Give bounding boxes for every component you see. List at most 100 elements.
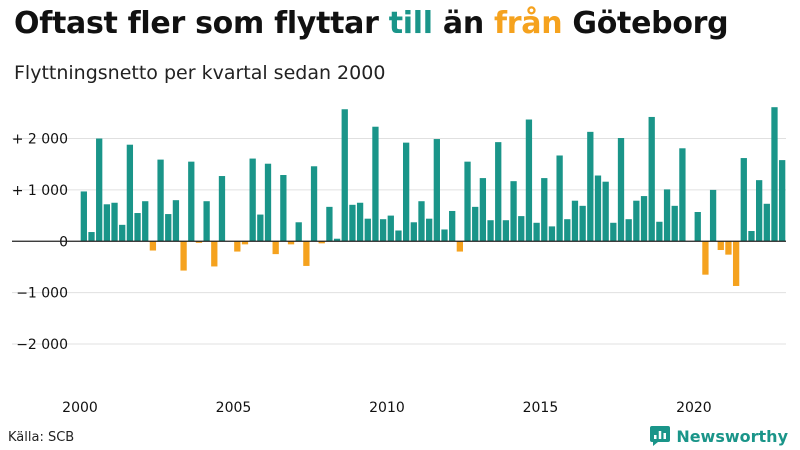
- x-tick-label: 2005: [216, 400, 252, 416]
- title-part: Oftast fler som flyttar: [14, 6, 389, 41]
- bar: [356, 202, 364, 242]
- bar: [579, 205, 586, 242]
- bar: [395, 230, 402, 242]
- title-part: från: [494, 6, 563, 41]
- bar: [625, 219, 632, 242]
- bar: [318, 241, 325, 244]
- bar: [617, 138, 625, 242]
- bar: [709, 189, 717, 242]
- y-tick-label: 0: [59, 234, 68, 250]
- bar: [479, 178, 487, 242]
- bar: [264, 163, 272, 242]
- bar: [203, 201, 210, 242]
- bar: [180, 241, 187, 271]
- bar: [188, 161, 195, 242]
- bar: [88, 232, 95, 242]
- bar: [694, 212, 701, 242]
- bar: [157, 159, 164, 242]
- bar: [379, 219, 387, 242]
- bar: [410, 222, 417, 242]
- bar: [656, 221, 663, 242]
- bar: [663, 189, 671, 242]
- bar: [103, 204, 110, 242]
- bar: [241, 241, 249, 245]
- bar: [142, 201, 149, 242]
- bar: [633, 200, 640, 242]
- bar: [126, 144, 134, 242]
- x-tick-label: 2000: [62, 400, 98, 416]
- bar: [725, 241, 732, 255]
- bar: [763, 203, 770, 242]
- title-part: Göteborg: [562, 6, 729, 41]
- bar: [341, 109, 348, 242]
- bar: [218, 176, 226, 242]
- bar: [280, 175, 287, 242]
- bar: [149, 241, 157, 251]
- x-tick-label: 2010: [369, 400, 405, 416]
- y-tick-label: −1 000: [16, 286, 68, 302]
- newsworthy-logo-icon: [650, 426, 671, 446]
- bar: [349, 204, 356, 242]
- bar: [249, 158, 256, 242]
- bar: [303, 241, 310, 266]
- bar: [587, 131, 594, 242]
- y-tick-label: + 2 000: [12, 132, 68, 148]
- bar: [418, 201, 425, 242]
- bar: [771, 107, 778, 242]
- bar: [564, 219, 571, 242]
- bar: [96, 138, 103, 242]
- x-tick-label: 2015: [523, 400, 559, 416]
- brand-logo: Newsworthy: [650, 426, 788, 446]
- bar: [610, 222, 617, 242]
- bar: [234, 241, 241, 252]
- bar: [372, 126, 379, 242]
- bar: [211, 241, 218, 267]
- bar: [648, 116, 655, 242]
- bar: [495, 142, 502, 242]
- bar: [464, 161, 471, 242]
- bar: [556, 155, 563, 242]
- bar: [541, 178, 548, 242]
- bar: [403, 142, 410, 242]
- bar: [80, 191, 87, 242]
- bar: [779, 160, 786, 242]
- source-note: Källa: SCB: [8, 430, 75, 445]
- y-tick-label: + 1 000: [12, 183, 68, 199]
- bar: [326, 206, 333, 242]
- bar: [333, 238, 341, 242]
- bar: [740, 158, 747, 242]
- bar: [287, 241, 295, 245]
- bar: [594, 175, 602, 242]
- chart-subtitle: Flyttningsnetto per kvartal sedan 2000: [14, 62, 386, 84]
- bar: [525, 119, 533, 242]
- bar: [195, 241, 203, 243]
- bar: [134, 213, 141, 242]
- bar: [548, 226, 556, 242]
- bar: [571, 200, 579, 242]
- brand-name: Newsworthy: [676, 426, 788, 446]
- bar: [671, 205, 678, 242]
- chart-title: Oftast fler som flyttar till än från Göt…: [14, 6, 729, 41]
- bar: [472, 206, 479, 242]
- bar: [748, 231, 755, 242]
- bar: [449, 210, 456, 242]
- bar: [426, 218, 433, 242]
- bar: [487, 220, 494, 242]
- bar: [510, 181, 517, 242]
- title-part: än: [432, 6, 495, 41]
- bar: [533, 222, 540, 242]
- bar: [387, 215, 394, 242]
- bar: [640, 196, 648, 242]
- bar: [172, 200, 180, 242]
- bar: [756, 180, 763, 242]
- title-part: till: [388, 6, 433, 41]
- bar: [119, 224, 126, 242]
- bar: [602, 181, 609, 242]
- bar: [257, 214, 264, 242]
- bar: [702, 241, 709, 275]
- bar: [456, 241, 463, 252]
- x-tick-label: 2020: [676, 400, 712, 416]
- bar: [732, 241, 740, 286]
- bar: [111, 202, 118, 242]
